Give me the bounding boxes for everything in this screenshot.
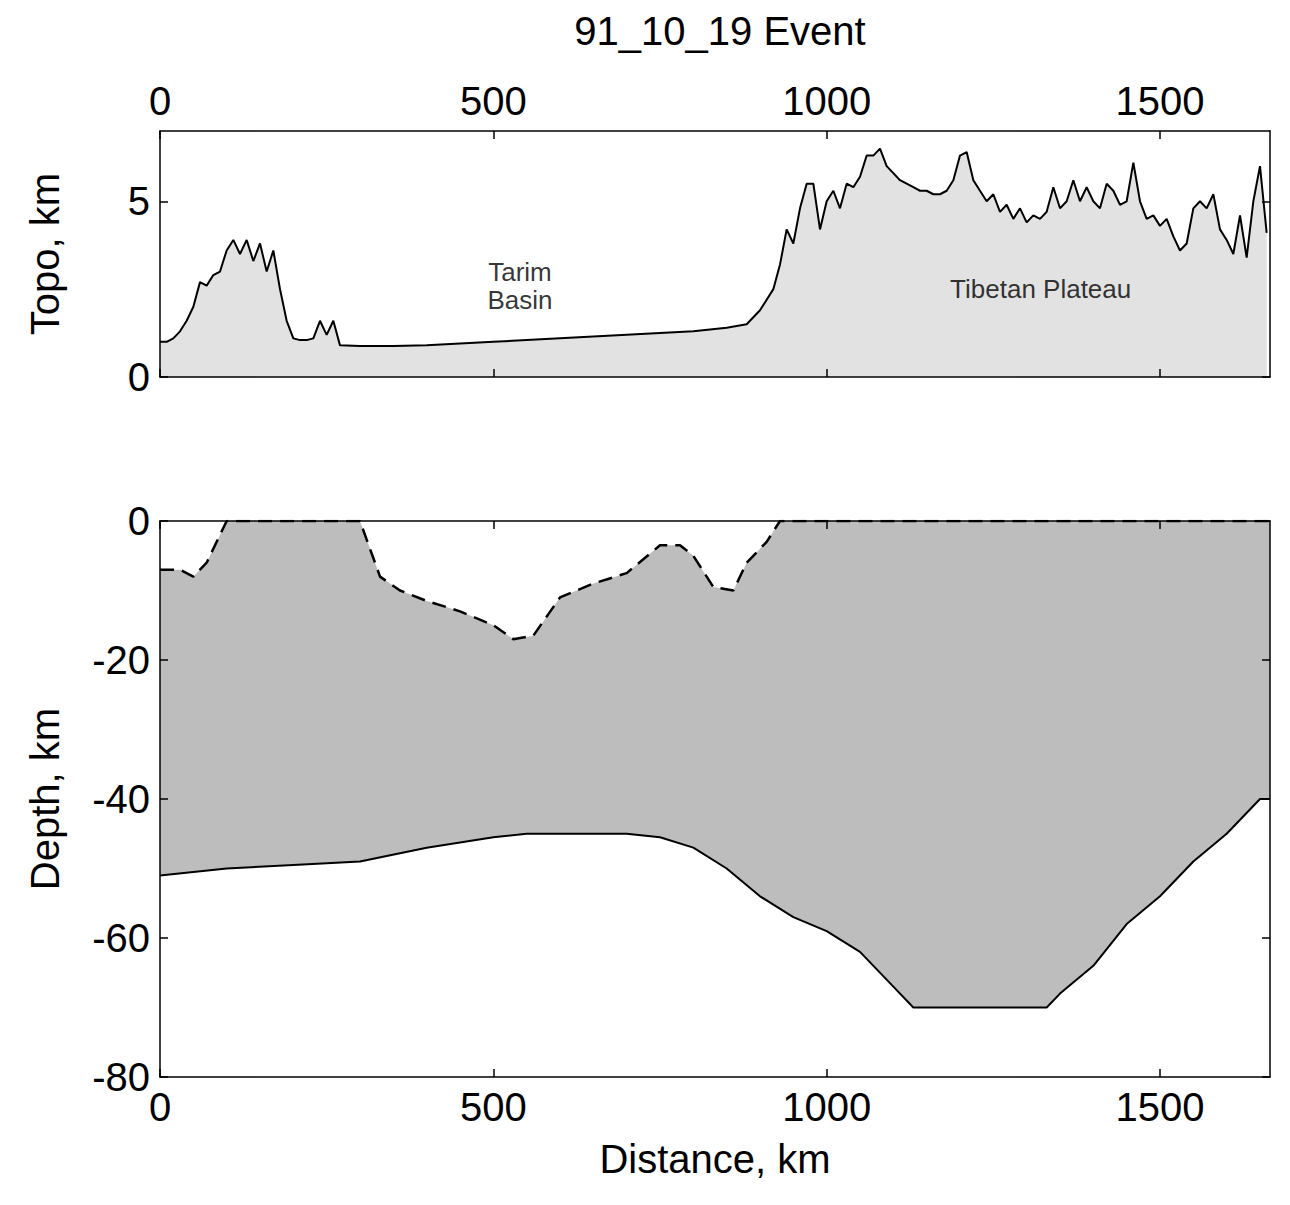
svg-text:Tibetan Plateau: Tibetan Plateau (950, 274, 1131, 304)
svg-text:-20: -20 (92, 638, 150, 682)
svg-text:91_10_19 Event: 91_10_19 Event (574, 9, 865, 53)
svg-text:-60: -60 (92, 916, 150, 960)
svg-text:1500: 1500 (1116, 79, 1205, 123)
svg-text:1000: 1000 (782, 1085, 871, 1129)
svg-text:Basin: Basin (487, 285, 552, 315)
svg-text:0: 0 (149, 1085, 171, 1129)
svg-text:Tarim: Tarim (488, 257, 552, 287)
svg-text:1000: 1000 (782, 79, 871, 123)
svg-text:0: 0 (128, 499, 150, 543)
svg-text:Topo, km: Topo, km (23, 173, 67, 335)
svg-text:0: 0 (128, 355, 150, 399)
svg-text:-40: -40 (92, 777, 150, 821)
svg-text:1500: 1500 (1116, 1085, 1205, 1129)
svg-text:Distance, km: Distance, km (599, 1137, 830, 1181)
svg-text:0: 0 (149, 79, 171, 123)
svg-text:Depth, km: Depth, km (23, 708, 67, 890)
svg-text:500: 500 (460, 1085, 527, 1129)
svg-text:-80: -80 (92, 1055, 150, 1099)
svg-text:5: 5 (128, 179, 150, 223)
svg-text:500: 500 (460, 79, 527, 123)
